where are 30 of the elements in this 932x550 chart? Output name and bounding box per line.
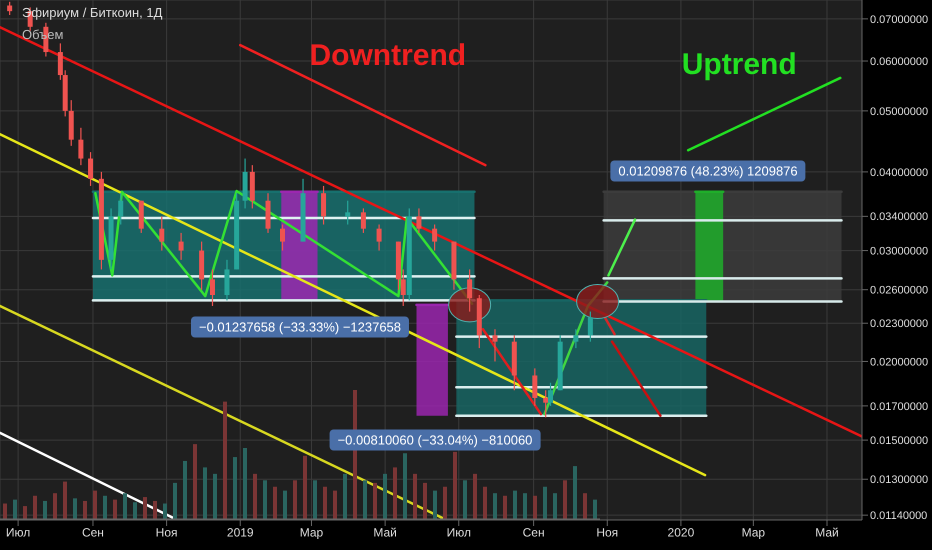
x-tick-label: Май	[373, 526, 397, 540]
x-tick-label: Ноя	[156, 526, 178, 540]
y-tick-label: 0.03000000	[870, 245, 928, 258]
x-tick-label: Мар	[742, 526, 766, 540]
y-tick-label: 0.01140000	[870, 510, 928, 522]
x-tick-label: Сен	[82, 526, 104, 540]
y-tick-label: 0.01700000	[870, 400, 928, 413]
y-tick-label: 0.06000000	[870, 56, 928, 68]
y-tick-label: 0.07000000	[870, 14, 928, 26]
series-label: Uptrend	[682, 48, 797, 82]
x-tick-label: 2019	[226, 526, 254, 540]
y-tick-label: 0.05000000	[870, 106, 928, 118]
x-tick-label: Май	[815, 526, 839, 540]
y-tick-label: 0.01500000	[870, 435, 928, 448]
x-tick-label: Ноя	[596, 526, 618, 540]
y-tick-label: 0.02600000	[870, 284, 928, 297]
y-tick-label: 0.02000000	[870, 356, 928, 368]
series-label: Downtrend	[309, 39, 466, 72]
y-tick-label: 0.02300000	[870, 318, 928, 330]
annotation: 0.01209876 (48.23%) 1209876	[610, 160, 806, 182]
y-tick-label: 0.03400000	[870, 211, 928, 224]
annotation: −0.01237658 (−33.33%) −1237658	[190, 316, 410, 338]
y-tick-label: 0.01300000	[870, 474, 928, 486]
annotation: −0.00810060 (−33.04%) −810060	[330, 430, 540, 450]
x-tick-label: Июл	[6, 526, 30, 540]
y-tick-label: 0.04000000	[870, 166, 928, 179]
x-tick-label: Мар	[300, 526, 324, 540]
x-tick-label: 2020	[668, 526, 695, 540]
x-tick-label: Июл	[446, 526, 471, 540]
x-tick-label: Сен	[522, 526, 545, 540]
